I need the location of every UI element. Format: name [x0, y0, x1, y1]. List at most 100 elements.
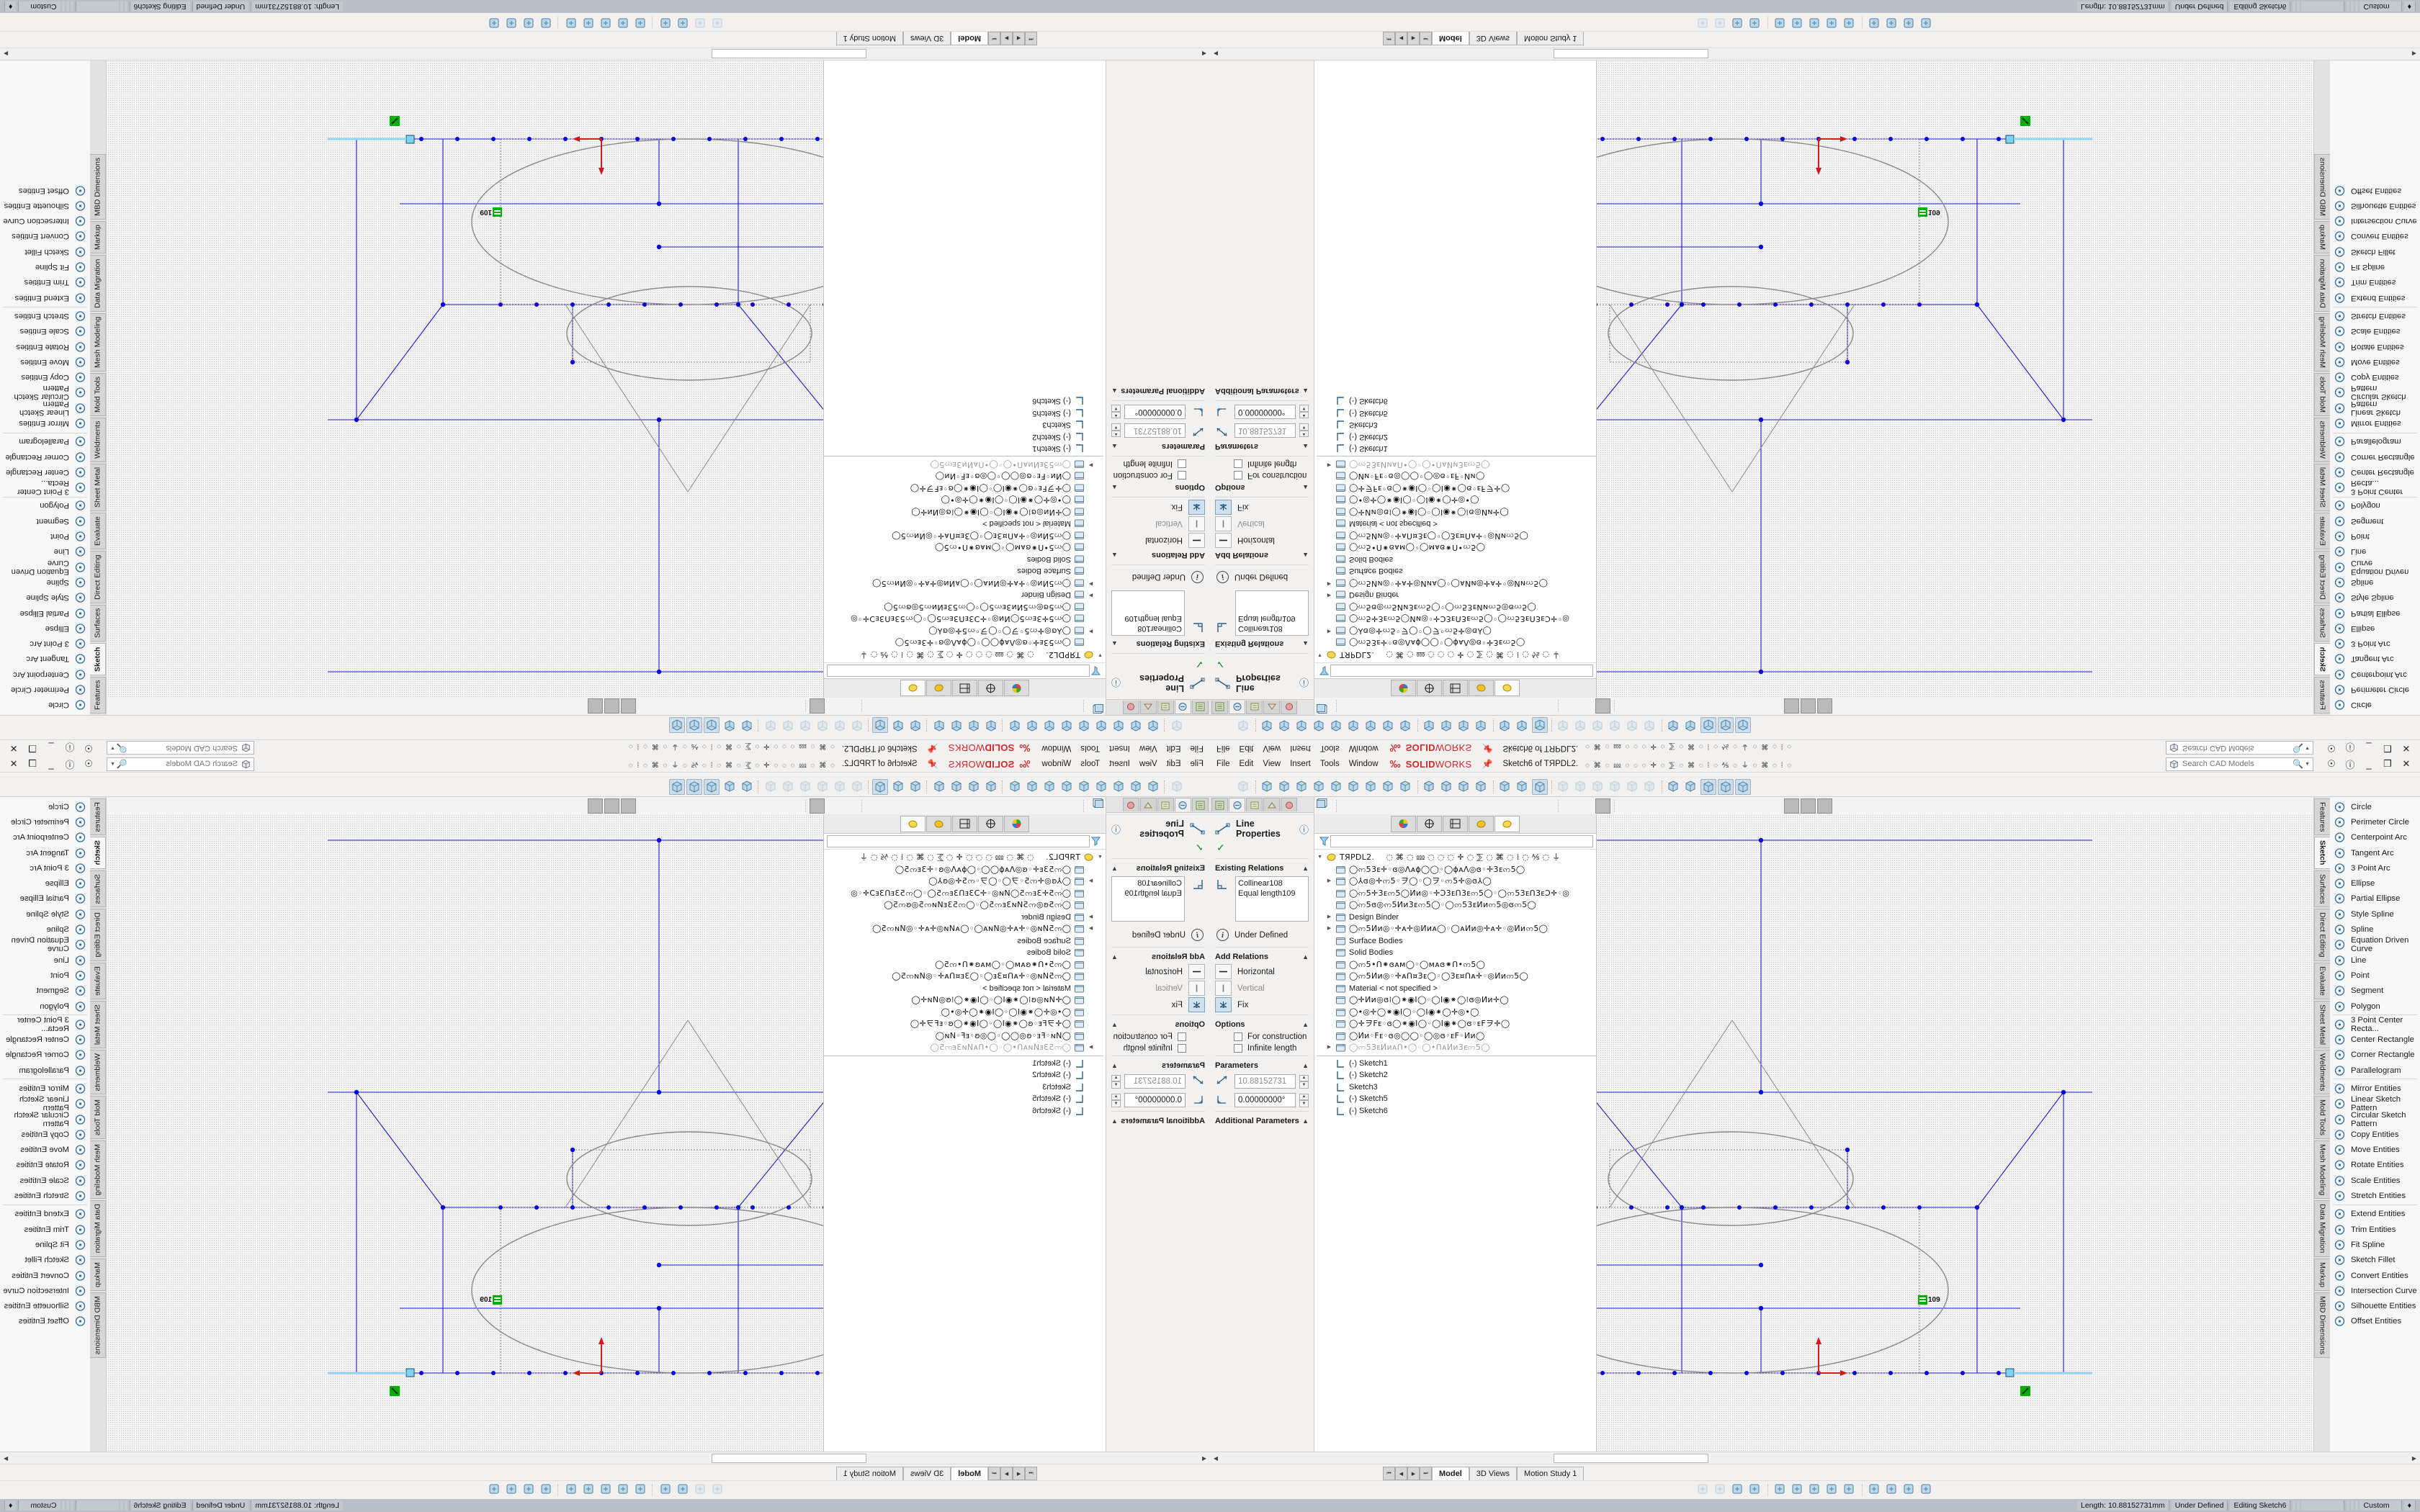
sketch-command-circular-sketch-pattern[interactable]: Circular Sketch Pattern — [0, 384, 87, 401]
feature-manager-tab-strip[interactable] — [824, 814, 1106, 834]
view-toolbar-icon-12[interactable] — [1317, 798, 1521, 814]
ribbon-tab-evaluate[interactable]: Evaluate — [90, 513, 106, 550]
view-toolbar-icon-7[interactable] — [982, 699, 1103, 714]
relation-item[interactable]: Collinear108 — [1137, 624, 1182, 633]
bottom-toolbar-icon-8[interactable] — [581, 14, 596, 30]
feature-tree-item[interactable]: ◯ဢ53ᴇ✛◦ɞ◎Ʌᴀɸ◯◯◦◯ɸᴀɅ◎ɞ◦✛3ᴇဢ5◯ — [1317, 636, 1596, 649]
command-icon-31[interactable] — [1718, 779, 1734, 795]
sketch-command-point[interactable]: Point — [0, 968, 87, 983]
menu-view[interactable]: View — [1139, 744, 1157, 752]
feature-tree-item[interactable]: ▶ ◯⅄ɞ◎✛ဢ5◦ヲ◯◦◯ヲ◦ဢ5✛◎ɞ⅄◯ — [824, 876, 1103, 888]
view-toolbar-icon-25[interactable] — [704, 699, 1103, 714]
fix-anchor-icon[interactable] — [1188, 997, 1205, 1012]
chevron-down-icon[interactable]: ▼ — [2305, 761, 2310, 767]
sketch-command-ellipse[interactable]: Ellipse — [2333, 621, 2420, 636]
tab-motion-study[interactable]: Motion Study 1 — [835, 1467, 903, 1480]
feature-tree-item[interactable]: Solid Bodies — [824, 554, 1103, 566]
stepper-up[interactable]: ▲ — [1111, 1074, 1121, 1081]
bottom-toolbar-icon-14[interactable] — [486, 1482, 501, 1498]
command-icon-row[interactable] — [669, 716, 1184, 734]
sketch-command-equation-curve[interactable]: Equation Driven Curve — [2333, 936, 2420, 953]
view-toolbar[interactable] — [1314, 797, 2313, 814]
command-icon-17[interactable] — [1497, 779, 1513, 795]
sketch-command-parallelogram[interactable]: Parallelogram — [2333, 434, 2420, 449]
command-icon-21[interactable] — [1556, 717, 1572, 733]
view-toolbar-icon-8[interactable] — [1317, 798, 1455, 814]
sketch-command-intersection-curve[interactable]: Intersection Curve — [2333, 1283, 2420, 1298]
view-toolbar-icon-20[interactable] — [786, 699, 1103, 714]
feature-tree-item[interactable]: ◯ဢ5•ꓵ⁕ɞᴀᴍ◯◦◯ᴍᴀɞ⁕ꓵ•ဢ5◯ — [1317, 541, 1596, 554]
feature-tree-item[interactable]: Material < not specified > — [824, 983, 1103, 995]
view-toolbar-icon-25[interactable] — [1317, 699, 1716, 714]
sketch-command-scale-entities[interactable]: Scale Entities — [2333, 324, 2420, 339]
command-icon-18[interactable] — [1515, 717, 1531, 733]
menu-tools[interactable]: Tools — [1319, 760, 1340, 768]
view-toolbar-icon-22[interactable] — [753, 798, 1103, 814]
command-icon-25[interactable] — [779, 717, 795, 733]
sketch-command-scale-entities[interactable]: Scale Entities — [2333, 1173, 2420, 1188]
menu-bar[interactable]: File Edit View Insert Tools Window — [1041, 760, 1210, 768]
sketch-command-silhouette-entities[interactable]: Silhouette Entities — [0, 1299, 87, 1314]
sketch-command-corner-rectangle[interactable]: Corner Rectangle — [2333, 449, 2420, 464]
view-toolbar-icon-2[interactable] — [1065, 798, 1103, 814]
menu-tools[interactable]: Tools — [1080, 760, 1101, 768]
command-icon-15[interactable] — [1474, 717, 1489, 733]
command-icon-13[interactable] — [1439, 717, 1455, 733]
command-icon-18[interactable] — [1515, 779, 1531, 795]
feature-tree-item[interactable]: ◯ဢ5✛3ᴇဢ5◯Иᴎ◎◦✛Ɔ3ᴇꓵ3ᴇဢ5◯◦◯ဢ53ᴇꓵ3ᴇƆ✛◦◎ — [824, 613, 1103, 625]
view-toolbar-icon-20[interactable] — [1317, 699, 1634, 714]
search-box[interactable]: 🔍 ▼ — [107, 741, 254, 755]
view-toolbar-icon-2[interactable] — [1065, 699, 1103, 714]
view-toolbar-icon-17[interactable] — [1317, 699, 1594, 714]
view-toolbar-icon-6[interactable] — [1317, 798, 1422, 814]
last-tab-button[interactable]: ⏭ — [1420, 1467, 1432, 1480]
sketch-command-three-point-arc[interactable]: 3 Point Arc — [2333, 636, 2420, 652]
feature-manager-tab-strip[interactable] — [824, 678, 1106, 698]
ribbon-tab-data-migration[interactable]: Data Migration — [2314, 255, 2330, 312]
angle-parameter-row[interactable]: 0.00000000° ▲ ▼ — [1111, 402, 1205, 421]
sketch-tree-item[interactable]: (-) Sketch1 — [1317, 1058, 1596, 1070]
menu-edit[interactable]: Edit — [1239, 760, 1254, 768]
menu-file[interactable]: File — [1190, 744, 1204, 752]
status-units[interactable]: Custom — [18, 1500, 60, 1511]
configuration-manager-tab[interactable] — [1157, 701, 1174, 714]
sketch-command-trim-entities[interactable]: Trim Entities — [2333, 1222, 2420, 1237]
sketch-command-circle[interactable]: Circle — [2333, 698, 2420, 713]
chevron-up-icon[interactable]: ▲ — [1111, 953, 1118, 960]
feature-tree-item[interactable]: ▶ ◯ဢ53ᴇИᴎᴀꓵ•◯◦◯•ꓵᴀИᴎ3ᴇဢ5◯ — [824, 1042, 1103, 1054]
feature-tree-item[interactable]: ◯ဢ5Иᴎ◎◦✛ᴀꓵ¤3ᴇ◯◦◯3ᴇ¤ꓵᴀ✛◦◎Иᴎဢ5◯ — [824, 530, 1103, 542]
next-tab-button[interactable]: ▶ — [1000, 32, 1013, 45]
stepper-up[interactable]: ▲ — [1111, 412, 1121, 419]
command-icon-19[interactable] — [1532, 779, 1548, 795]
command-icon-12[interactable] — [982, 717, 998, 733]
fix-anchor-icon[interactable] — [1188, 500, 1205, 515]
sketch-command-perimeter-circle[interactable]: Perimeter Circle — [0, 814, 87, 829]
sketch-command-mirror-entities[interactable]: Mirror Entities — [0, 1081, 87, 1096]
sketch-command-trim-entities[interactable]: Trim Entities — [2333, 275, 2420, 290]
view-toolbar-icon-14[interactable] — [866, 699, 1103, 714]
sketch-command-spline[interactable]: Spline — [2333, 575, 2420, 590]
existing-relations-header[interactable]: Existing Relations ▲ — [1215, 637, 1309, 650]
length-stepper[interactable]: ▲ ▼ — [1299, 423, 1309, 438]
sketch-tree-item[interactable]: (-) Sketch6 — [1317, 395, 1596, 408]
feature-manager-tab-strip[interactable] — [1314, 814, 1596, 834]
ribbon-tab-sheet-metal[interactable]: Sheet Metal — [90, 1000, 106, 1048]
feature-tree-item[interactable]: ◯ဢ5✛3ᴇဢ5◯Иᴎ◎◦✛Ɔ3ᴇꓵ3ᴇဢ5◯◦◯ဢ53ᴇꓵ3ᴇƆ✛◦◎ — [1317, 888, 1596, 900]
length-stepper[interactable]: ▲ ▼ — [1111, 1074, 1121, 1089]
bottom-toolbar-icon-13[interactable] — [1902, 1482, 1917, 1498]
sketch-command-point[interactable]: Point — [2333, 968, 2420, 983]
feature-manager-panel[interactable]: ▼ TЯPDL2. ◌ ⌘ ◌ ⅏ ◌ ◌ ◌ ✛ ◌ ⅀ ◌ ⌘ ◌ ⁞ ◌ ⅍ … — [823, 60, 1106, 698]
feature-tree-item[interactable]: Surface Bodies — [1317, 565, 1596, 577]
command-icon-26[interactable] — [1642, 779, 1658, 795]
sketch-command-centerpoint-arc[interactable]: Centerpoint Arc — [2333, 830, 2420, 845]
ribbon-tab-direct-editing[interactable]: Direct Editing — [2314, 909, 2330, 961]
tab-3d-views[interactable]: 3D Views — [1469, 1467, 1518, 1480]
view-toolbar-icon-28[interactable] — [654, 798, 1103, 814]
chevron-up-icon[interactable]: ▲ — [1111, 387, 1118, 395]
vertical-icon[interactable] — [1188, 516, 1205, 531]
ribbon-tab-data-migration[interactable]: Data Migration — [90, 255, 106, 312]
view-toolbar-icon-24[interactable] — [1317, 798, 1700, 814]
sketch-command-perimeter-circle[interactable]: Perimeter Circle — [2333, 682, 2420, 697]
view-toolbar-icon-5[interactable] — [1015, 699, 1103, 714]
feature-manager-panel[interactable]: ▼ TЯPDL2. ◌ ⌘ ◌ ⅏ ◌ ◌ ◌ ✛ ◌ ⅀ ◌ ⌘ ◌ ⁞ ◌ ⅍ … — [823, 814, 1106, 1452]
